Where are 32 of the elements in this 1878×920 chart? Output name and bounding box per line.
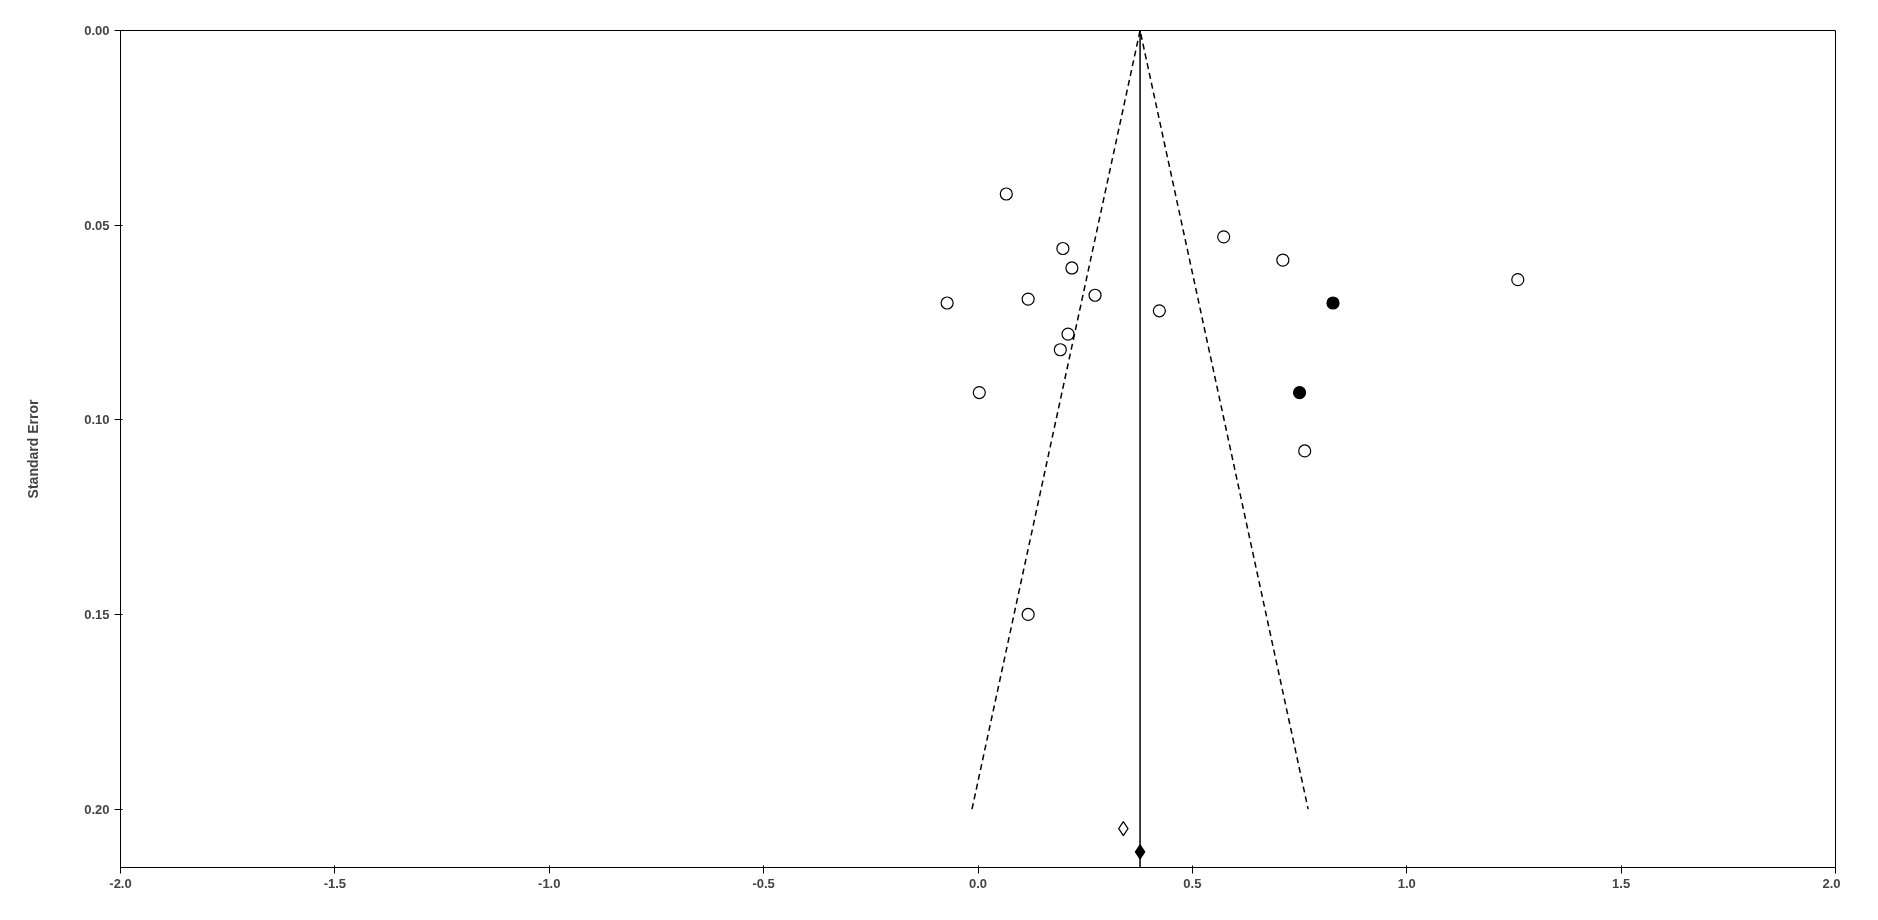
point — [1326, 296, 1340, 310]
point — [1053, 343, 1067, 357]
y-tick-label: 0.20 — [84, 801, 110, 817]
x-tick-label: 1.5 — [1612, 875, 1631, 891]
x-tick-label: 2.0 — [1822, 875, 1841, 891]
y-tick-label: 0.15 — [84, 606, 110, 622]
point — [1217, 230, 1231, 244]
point — [972, 385, 986, 400]
point — [1065, 261, 1079, 275]
point — [999, 187, 1013, 201]
y-tick-label: 0.10 — [84, 412, 110, 428]
point — [1276, 253, 1290, 267]
point — [1061, 327, 1075, 341]
x-tick-label: -2.0 — [109, 875, 132, 891]
point — [1298, 444, 1312, 458]
x-tick-label: -1.5 — [323, 875, 347, 891]
y-tick-label: 0.05 — [84, 217, 110, 233]
point — [1088, 288, 1102, 302]
point — [1292, 385, 1307, 400]
point — [1021, 607, 1035, 622]
x-tick-label: -1.0 — [538, 875, 561, 891]
x-tick-label: 0.5 — [1183, 875, 1202, 891]
point — [1152, 304, 1166, 318]
x-tick-label: -0.5 — [752, 875, 775, 891]
point — [1021, 292, 1035, 306]
point — [940, 296, 954, 310]
y-tick-label: 0.00 — [84, 23, 110, 38]
point — [1511, 273, 1525, 287]
y-axis-title: Standard Error — [25, 399, 42, 499]
point — [1056, 241, 1070, 256]
x-tick-label: 0.0 — [968, 875, 988, 891]
x-tick-label: 1.0 — [1397, 875, 1416, 891]
